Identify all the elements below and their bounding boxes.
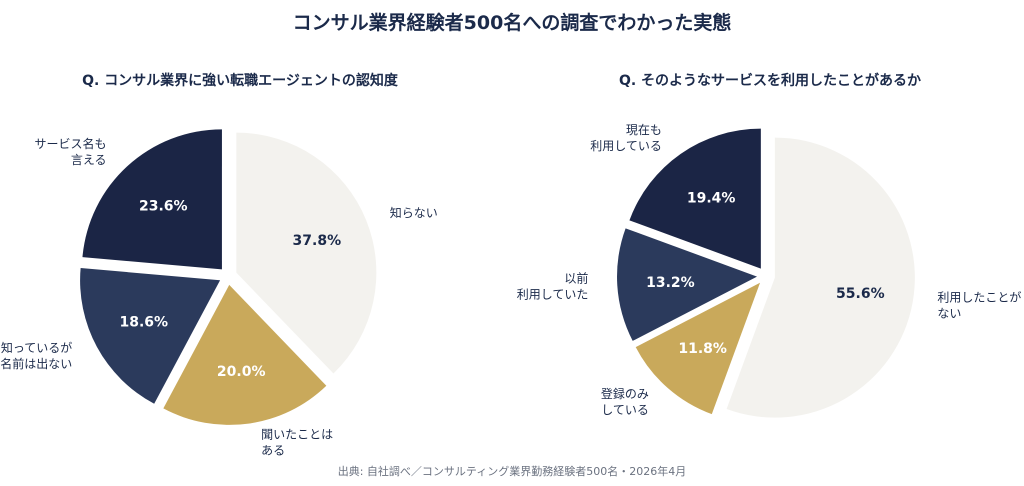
pct-label-toroku-nomi: 11.8% bbox=[678, 341, 727, 357]
pct-label-shiranai: 37.8% bbox=[293, 233, 342, 249]
category-label-riyo-shita-koto-ga-nai: 利用したことがない bbox=[937, 289, 1021, 320]
category-label-kiita-koto-wa-aru: 聞いたことはある bbox=[261, 427, 333, 457]
pie-slice-service-mei-mo-ieru bbox=[82, 129, 222, 270]
pct-label-genzai-mo-riyo: 19.4% bbox=[687, 190, 736, 206]
category-label-shiranai: 知らない bbox=[390, 206, 438, 220]
chart-2-title: Q. そのようなサービスを利用したことがあるか bbox=[618, 73, 922, 89]
pie-slice-riyo-shita-koto-ga-nai bbox=[726, 137, 915, 418]
pie-slice-genzai-mo-riyo bbox=[629, 128, 761, 269]
pie-chart-awareness: 37.8% 知らない 20.0% 聞いたことはある 18.6% 知っているが名前は出ない 2… bbox=[0, 129, 438, 457]
category-label-service-mei-mo-ieru: サービス名も言える bbox=[35, 136, 107, 167]
pie-slice-shitteiru-ga-namae-wa-denai bbox=[80, 267, 221, 404]
pie-slice-toroku-nomi bbox=[635, 282, 761, 415]
pct-label-riyo-shita-koto-ga-nai: 55.6% bbox=[836, 286, 885, 302]
pie-chart-usage: 55.6% 利用したことがない 11.8% 登録のみしている 13.2% 以前利用していた… bbox=[517, 123, 1021, 418]
pct-label-shitteiru-ga-namae-wa-denai: 18.6% bbox=[119, 315, 168, 331]
source-note: 出典: 自社調べ／コンサルティング業界勤務経験者500名・2026年4月 bbox=[337, 465, 687, 478]
category-label-toroku-nomi: 登録のみしている bbox=[601, 386, 649, 417]
pct-label-kiita-koto-wa-aru: 20.0% bbox=[217, 364, 266, 380]
chart-1-title: Q. コンサル業界に強い転職エージェントの認知度 bbox=[82, 73, 398, 89]
pie-slice-kiita-koto-wa-aru bbox=[163, 284, 327, 425]
pct-label-izen-riyo: 13.2% bbox=[646, 275, 695, 291]
category-label-izen-riyo: 以前利用していた bbox=[517, 271, 589, 302]
page-title: コンサル業界経験者500名への調査でわかった実態 bbox=[292, 12, 732, 34]
pie-slice-shiranai bbox=[236, 132, 377, 374]
category-label-genzai-mo-riyo: 現在も利用している bbox=[590, 123, 662, 153]
category-label-shitteiru-ga-namae-wa-denai: 知っているが名前は出ない bbox=[0, 340, 72, 371]
pie-slice-izen-riyo bbox=[617, 228, 758, 341]
pct-label-service-mei-mo-ieru: 23.6% bbox=[139, 198, 188, 214]
